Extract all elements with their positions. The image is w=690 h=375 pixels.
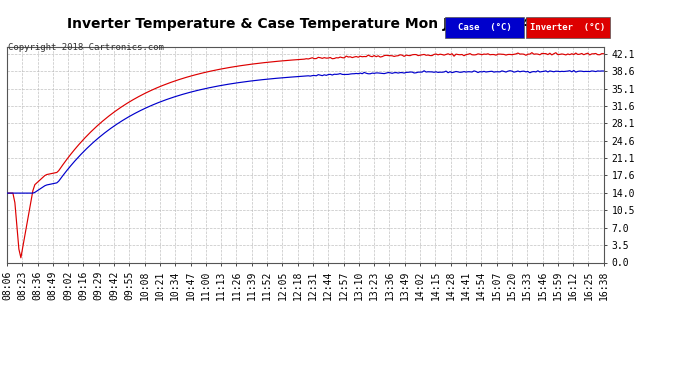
Text: Copyright 2018 Cartronics.com: Copyright 2018 Cartronics.com [8, 43, 164, 52]
Text: Case  (°C): Case (°C) [458, 22, 511, 32]
Text: Inverter Temperature & Case Temperature Mon Jan 22 16:43: Inverter Temperature & Case Temperature … [67, 17, 540, 31]
Text: Inverter  (°C): Inverter (°C) [530, 22, 606, 32]
